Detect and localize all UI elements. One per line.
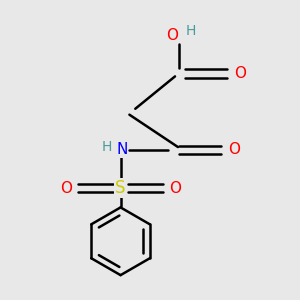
Text: O: O	[60, 181, 72, 196]
Text: O: O	[228, 142, 240, 158]
Text: S: S	[115, 179, 126, 197]
Text: O: O	[169, 181, 181, 196]
Text: H: H	[102, 140, 112, 154]
Text: O: O	[234, 66, 246, 81]
Text: H: H	[186, 24, 196, 38]
Text: O: O	[166, 28, 178, 43]
Text: N: N	[116, 142, 128, 158]
